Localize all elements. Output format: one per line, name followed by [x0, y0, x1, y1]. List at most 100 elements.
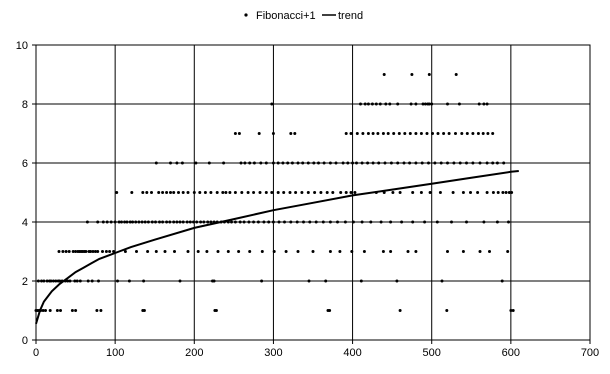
data-point	[58, 279, 62, 283]
data-point	[355, 161, 358, 165]
data-point	[150, 220, 154, 224]
data-point	[120, 220, 123, 224]
data-point	[428, 191, 432, 194]
data-point	[427, 161, 430, 165]
x-tick-label: 200	[185, 347, 203, 359]
data-point	[242, 220, 246, 224]
data-point	[90, 279, 94, 283]
data-point	[419, 132, 423, 135]
data-point	[178, 279, 182, 283]
data-point	[113, 220, 117, 224]
data-point	[322, 161, 326, 165]
data-point	[359, 102, 362, 106]
data-point	[454, 132, 457, 135]
data-point	[101, 250, 104, 253]
data-point	[465, 161, 468, 165]
data-point	[458, 161, 462, 165]
data-point	[264, 161, 268, 165]
data-point	[450, 220, 453, 224]
data-point	[143, 220, 147, 224]
data-point	[460, 132, 464, 135]
data-point	[411, 191, 415, 194]
data-point	[507, 220, 510, 224]
data-point	[258, 191, 262, 194]
data-point	[350, 250, 354, 253]
data-point	[409, 102, 413, 106]
data-point	[272, 250, 276, 253]
data-point	[366, 161, 370, 165]
data-point	[447, 132, 451, 135]
data-point	[116, 279, 119, 283]
data-point	[270, 191, 274, 194]
data-point	[431, 132, 434, 135]
data-point	[59, 309, 62, 312]
data-point	[384, 102, 388, 106]
data-point	[504, 191, 508, 194]
data-point	[243, 161, 247, 165]
data-point	[44, 309, 47, 312]
data-point	[192, 220, 195, 224]
data-point	[186, 191, 190, 194]
data-point	[351, 161, 355, 165]
data-point	[360, 161, 364, 165]
data-point	[181, 220, 185, 224]
data-point	[317, 161, 320, 165]
data-point	[286, 161, 290, 165]
data-point	[202, 220, 206, 224]
data-point	[252, 220, 256, 224]
data-point	[501, 191, 505, 194]
data-point	[392, 132, 396, 135]
data-point	[74, 309, 78, 312]
data-point	[206, 220, 210, 224]
data-point	[414, 161, 418, 165]
data-point	[485, 102, 489, 106]
data-point	[361, 132, 365, 135]
data-point	[446, 102, 449, 106]
data-point	[277, 220, 281, 224]
axes	[32, 44, 591, 344]
data-point	[308, 220, 312, 224]
data-point	[491, 191, 495, 194]
data-point	[209, 191, 213, 194]
data-point	[446, 250, 449, 253]
data-point	[125, 220, 129, 224]
data-point	[248, 250, 252, 253]
data-point	[252, 191, 256, 194]
data-point	[296, 250, 300, 253]
data-point	[212, 279, 216, 283]
data-point	[168, 220, 172, 224]
data-point	[502, 161, 506, 165]
data-point	[371, 161, 375, 165]
data-point	[158, 220, 161, 224]
data-point	[260, 279, 264, 283]
data-point	[381, 250, 385, 253]
data-point	[224, 191, 228, 194]
data-point	[485, 161, 489, 165]
data-point	[403, 132, 407, 135]
data-point	[48, 309, 52, 312]
data-point	[491, 161, 495, 165]
data-point	[289, 220, 293, 224]
data-point	[104, 250, 108, 253]
data-point	[108, 250, 112, 253]
data-point	[289, 132, 293, 135]
data-point	[117, 220, 121, 224]
data-point	[169, 191, 172, 194]
data-point	[366, 102, 370, 106]
data-point	[142, 279, 146, 283]
data-point	[363, 102, 367, 106]
data-point	[177, 191, 180, 194]
data-point	[510, 191, 514, 194]
data-point	[209, 220, 213, 224]
data-point	[237, 250, 241, 253]
data-point	[477, 102, 481, 106]
data-point	[359, 279, 363, 283]
data-point	[377, 161, 381, 165]
data-point	[36, 279, 40, 283]
data-point	[257, 132, 261, 135]
data-point	[233, 220, 237, 224]
data-point	[51, 279, 55, 283]
data-point	[45, 279, 49, 283]
data-point	[427, 102, 431, 106]
